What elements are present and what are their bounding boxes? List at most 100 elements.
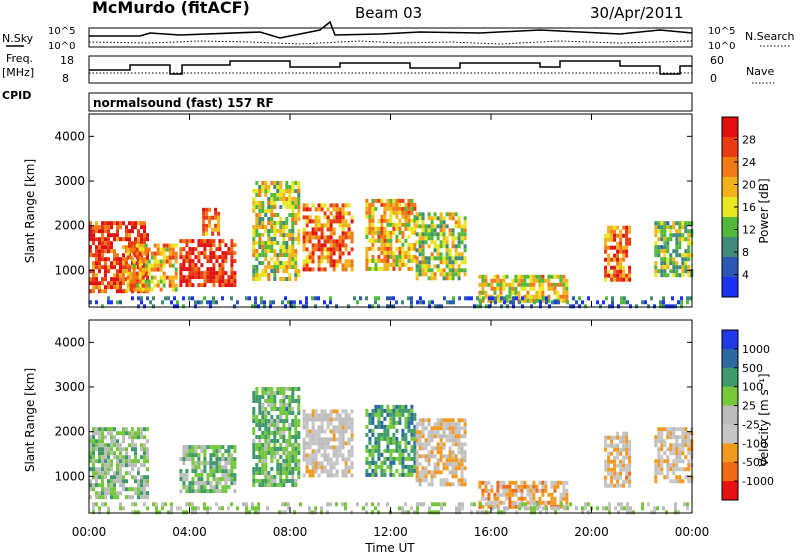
- data-cell: [294, 277, 298, 281]
- data-cell: [255, 273, 259, 277]
- data-cell: [95, 300, 98, 305]
- data-cell: [433, 462, 437, 467]
- data-cell: [371, 444, 375, 449]
- data-cell: [457, 458, 461, 463]
- data-cell: [314, 227, 318, 232]
- data-cell: [442, 442, 446, 447]
- data-cell: [129, 243, 133, 248]
- data-cell: [218, 465, 222, 470]
- data-cell: [386, 218, 390, 223]
- data-cell: [227, 247, 231, 252]
- data-cell: [401, 456, 405, 461]
- data-cell: [174, 259, 178, 264]
- data-cell: [119, 451, 122, 456]
- data-cell: [182, 461, 186, 466]
- data-cell: [421, 272, 425, 277]
- data-cell: [674, 506, 677, 511]
- data-cell: [131, 439, 134, 444]
- data-cell: [610, 483, 614, 488]
- data-cell: [104, 491, 107, 496]
- data-cell: [660, 467, 664, 472]
- data-cell: [544, 480, 548, 485]
- data-cell: [308, 457, 312, 462]
- data-cell: [267, 237, 271, 241]
- data-cell: [276, 193, 280, 197]
- data-cell: [137, 491, 140, 496]
- data-cell: [448, 256, 452, 261]
- data-cell: [285, 225, 289, 229]
- colorbar-tick-label: 100: [742, 381, 763, 394]
- data-cell: [92, 253, 95, 258]
- data-cell: [224, 283, 228, 288]
- data-cell: [101, 289, 104, 294]
- data-cell: [380, 230, 384, 235]
- data-cell: [270, 217, 274, 221]
- data-cell: [607, 455, 611, 460]
- data-cell: [294, 217, 298, 221]
- data-cell: [663, 443, 667, 448]
- data-cell: [448, 418, 452, 423]
- data-cell: [380, 472, 384, 477]
- data-cell: [404, 238, 408, 243]
- data-cell: [566, 300, 569, 305]
- data-cell: [221, 275, 225, 280]
- data-cell: [150, 255, 154, 260]
- data-cell: [179, 263, 183, 268]
- data-cell: [261, 209, 265, 213]
- data-cell: [135, 271, 139, 276]
- data-cell: [291, 475, 295, 479]
- data-cell: [203, 271, 207, 276]
- data-cell: [137, 510, 140, 515]
- data-cell: [650, 510, 653, 515]
- data-cell: [288, 273, 292, 277]
- data-cell: [162, 283, 166, 288]
- data-cell: [141, 279, 145, 284]
- data-cell: [587, 502, 590, 507]
- data-cell: [110, 491, 113, 496]
- data-cell: [675, 221, 679, 226]
- data-cell: [341, 203, 345, 208]
- data-cell: [493, 504, 497, 509]
- data-cell: [448, 458, 452, 463]
- data-cell: [617, 510, 620, 515]
- data-cell: [681, 237, 685, 242]
- data-cell: [350, 429, 354, 434]
- data-cell: [197, 259, 201, 264]
- data-cell: [294, 427, 298, 431]
- data-cell: [374, 266, 378, 271]
- data-cell: [662, 300, 665, 305]
- data-cell: [548, 304, 551, 309]
- data-cell: [279, 221, 283, 225]
- data-cell: [294, 201, 298, 205]
- data-cell: [122, 289, 125, 294]
- data-cell: [144, 247, 148, 252]
- data-cell: [113, 285, 116, 290]
- data-cell: [418, 446, 422, 451]
- data-cell: [433, 248, 437, 253]
- data-cell: [182, 477, 186, 482]
- data-cell: [119, 285, 122, 290]
- data-cell: [669, 479, 673, 484]
- data-cell: [146, 475, 149, 480]
- data-cell: [654, 471, 658, 476]
- data-cell: [122, 463, 125, 468]
- data-cell: [110, 241, 113, 246]
- data-cell: [672, 427, 676, 432]
- data-cell: [671, 304, 674, 309]
- data-cell: [263, 300, 266, 305]
- data-cell: [134, 443, 137, 448]
- data-cell: [255, 249, 259, 253]
- data-cell: [205, 223, 209, 228]
- data-cell: [377, 246, 381, 251]
- data-cell: [467, 296, 470, 301]
- data-cell: [279, 225, 283, 229]
- data-cell: [113, 427, 116, 432]
- data-cell: [132, 247, 136, 252]
- data-cell: [451, 240, 455, 245]
- data-cell: [557, 506, 560, 511]
- data-cell: [221, 259, 225, 264]
- data-cell: [675, 475, 679, 480]
- data-cell: [282, 269, 286, 273]
- data-cell: [276, 447, 280, 451]
- data-cell: [502, 484, 506, 489]
